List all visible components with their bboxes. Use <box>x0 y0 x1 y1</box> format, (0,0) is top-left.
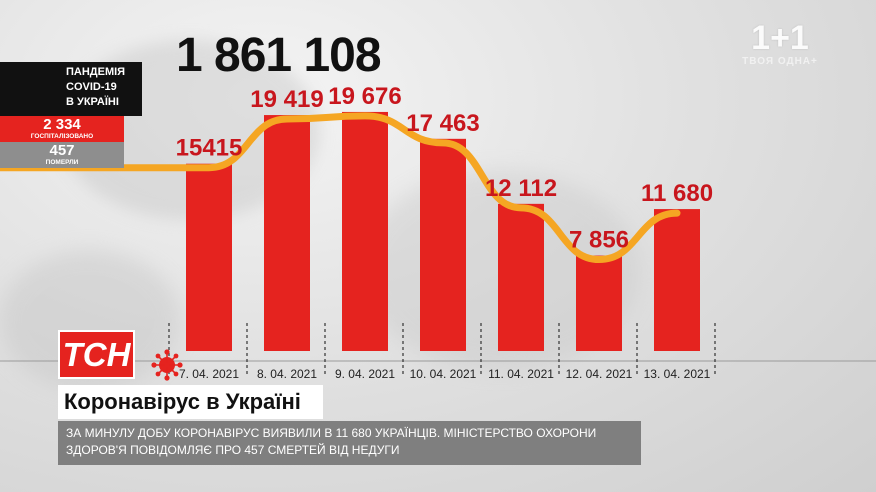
x-tick-label: 11. 04. 2021 <box>488 367 554 381</box>
channel-logo-sub: ТВОЯ ОДНА+ <box>742 56 818 67</box>
total-cases: 1 861 108 <box>176 29 382 82</box>
channel-logo: 1+1 ТВОЯ ОДНА+ <box>738 20 822 76</box>
tsn-logo: ТСН <box>58 330 135 379</box>
panel-title-line1: ПАНДЕМІЯ <box>66 66 126 78</box>
bar <box>498 203 544 351</box>
bar-value-label: 19 676 <box>328 83 401 110</box>
pandemic-panel-title: ПАНДЕМІЯ COVID-19 В УКРАЇНІ <box>0 62 142 116</box>
bar-value-label: 12 112 <box>485 175 557 202</box>
deaths-value: 457 <box>49 142 75 159</box>
bar-value-label: 15415 <box>176 135 243 162</box>
hospitalized-box: 2 334 ГОСПІТАЛІЗОВАНО <box>0 116 124 142</box>
panel-title-line2: COVID-19 <box>66 81 117 93</box>
bar <box>420 138 466 351</box>
deaths-box: 457 ПОМЕРЛИ <box>0 142 124 168</box>
bar-value-label: 19 419 <box>250 86 323 113</box>
x-tick-label: 12. 04. 2021 <box>566 367 633 381</box>
bar-value-label: 7 856 <box>569 227 629 254</box>
bar-value-label: 17 463 <box>406 110 479 137</box>
x-tick-label: 9. 04. 2021 <box>335 367 395 381</box>
bar <box>342 111 388 351</box>
bar <box>264 115 310 352</box>
x-tick-label: 7. 04. 2021 <box>179 367 239 381</box>
x-tick-label: 8. 04. 2021 <box>257 367 317 381</box>
deaths-label: ПОМЕРЛИ <box>45 159 79 166</box>
hospitalized-value: 2 334 <box>43 116 81 133</box>
news-caption: ЗА МИНУЛУ ДОБУ КОРОНАВІРУС ВИЯВИЛИ В 11 … <box>58 421 641 465</box>
bar <box>186 163 232 351</box>
virus-icon <box>151 349 183 381</box>
channel-logo-main: 1+1 <box>751 19 809 57</box>
x-tick-label: 10. 04. 2021 <box>410 367 477 381</box>
panel-title-line3: В УКРАЇНІ <box>66 96 119 108</box>
bar <box>576 255 622 351</box>
x-tick-label: 13. 04. 2021 <box>644 367 711 381</box>
bar <box>654 209 700 351</box>
trend-line <box>0 112 681 264</box>
news-headline: Коронавірус в Україні <box>58 385 323 419</box>
bar-value-label: 11 680 <box>641 180 713 207</box>
hospitalized-label: ГОСПІТАЛІЗОВАНО <box>30 133 94 140</box>
